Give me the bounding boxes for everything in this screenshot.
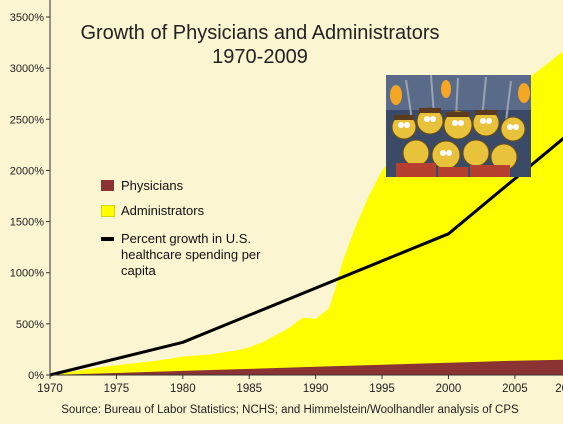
legend-label-physicians: Physicians (121, 178, 184, 193)
y-tick-label: 2500% (10, 114, 44, 126)
x-tick-label: 1990 (303, 383, 329, 395)
y-tick-label: 3500% (10, 12, 44, 24)
x-tick-label: 2009 (555, 383, 563, 395)
source-band (0, 398, 563, 424)
series-line-spending (49, 136, 563, 377)
cartoon-crowd-image (386, 75, 531, 177)
y-tick-label: 0% (28, 370, 44, 382)
series-area-physicians (50, 359, 563, 375)
x-tick-label: 1970 (37, 383, 63, 395)
x-tick-label: 2005 (502, 383, 528, 395)
y-tick-label: 2000% (10, 165, 44, 177)
legend-swatch-administrators (101, 205, 115, 217)
x-tick-label: 1980 (170, 383, 196, 395)
y-tick-label: 500% (16, 319, 44, 331)
x-tick-label: 2000 (436, 383, 462, 395)
chart-source-note: Source: Bureau of Labor Statistics; NCHS… (61, 404, 519, 416)
legend-line-spending (101, 237, 114, 241)
series-area-administrators (50, 51, 563, 375)
legend-label-administrators: Administrators (121, 203, 205, 218)
chart-subtitle: 1970-2009 (212, 46, 308, 68)
x-tick-label: 1995 (369, 383, 395, 395)
y-tick-label: 1000% (10, 268, 44, 280)
y-tick-label: 1500% (10, 217, 44, 229)
y-tick-label: 3000% (10, 63, 44, 75)
chart-title: Growth of Physicians and Administrators (80, 22, 440, 44)
legend-label-spending: Percent growth in U.S. healthcare spendi… (121, 231, 261, 278)
legend-swatch-physicians (101, 180, 114, 191)
x-tick-label: 1975 (104, 383, 130, 395)
x-tick-label: 1985 (236, 383, 262, 395)
